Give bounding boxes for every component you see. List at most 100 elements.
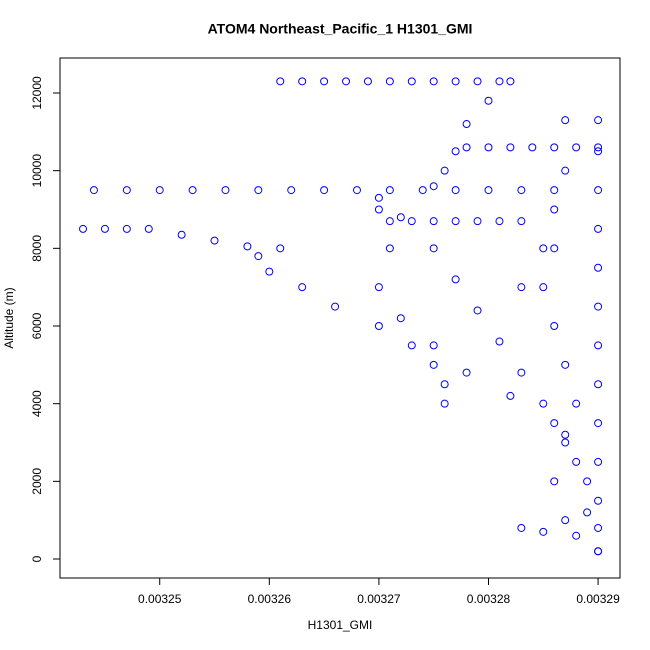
point (342, 77, 351, 86)
point (594, 186, 603, 195)
point (550, 143, 559, 152)
point (594, 496, 603, 505)
x-tick-label: 0.00328 (467, 592, 511, 606)
point (473, 217, 482, 226)
point (440, 166, 449, 175)
point (276, 244, 285, 253)
point (594, 341, 603, 350)
point (298, 283, 307, 292)
point (561, 516, 570, 525)
point (374, 322, 383, 330)
point (385, 77, 394, 86)
point (594, 547, 603, 556)
y-tick-label: 4000 (30, 390, 44, 417)
point (561, 438, 570, 447)
point (550, 244, 559, 253)
x-axis-label: H1301_GMI (308, 618, 373, 632)
point (594, 302, 603, 311)
point (550, 322, 559, 330)
y-tick-label: 2000 (30, 468, 44, 495)
point (594, 147, 603, 156)
point (287, 186, 296, 195)
point (561, 430, 570, 439)
point (407, 77, 416, 86)
point (495, 77, 504, 86)
point (122, 224, 131, 233)
point (440, 380, 449, 389)
point (396, 314, 405, 323)
point (363, 77, 372, 86)
point (517, 368, 526, 377)
point (517, 283, 526, 292)
point (517, 523, 526, 532)
y-tick-label: 10000 (30, 154, 44, 188)
point (473, 306, 482, 315)
point (254, 252, 263, 261)
point (298, 77, 307, 86)
point (331, 302, 340, 311)
point (451, 275, 460, 284)
point (418, 186, 427, 195)
point (517, 217, 526, 226)
point (594, 380, 603, 389)
y-tick-label: 6000 (30, 312, 44, 339)
point (396, 213, 405, 222)
point (539, 283, 548, 292)
point (385, 244, 394, 253)
point (429, 244, 438, 253)
point (594, 419, 603, 428)
point (352, 186, 361, 195)
point (429, 217, 438, 226)
point (539, 399, 548, 408)
point (440, 399, 449, 408)
point (572, 531, 581, 540)
point (495, 337, 504, 346)
point (451, 217, 460, 226)
point (561, 116, 570, 125)
point (177, 230, 186, 239)
point (374, 205, 383, 214)
point (451, 186, 460, 195)
point (462, 143, 471, 152)
point (594, 224, 603, 233)
point (550, 205, 559, 214)
x-tick-label: 0.00326 (248, 592, 292, 606)
point (407, 341, 416, 350)
x-tick-label: 0.00329 (576, 592, 620, 606)
point (484, 186, 493, 195)
point (506, 143, 515, 152)
point (429, 360, 438, 369)
point (550, 186, 559, 195)
point (210, 236, 219, 245)
point (594, 143, 603, 152)
y-tick-label: 8000 (30, 235, 44, 262)
point (594, 116, 603, 125)
point (254, 186, 263, 195)
point (320, 186, 329, 195)
point (374, 283, 383, 292)
point (429, 182, 438, 191)
point (320, 77, 329, 86)
point (122, 186, 131, 195)
y-tick-label: 0 (30, 555, 44, 562)
point (79, 224, 88, 233)
point (561, 166, 570, 175)
point (462, 120, 471, 129)
point (594, 523, 603, 532)
chart-title: ATOM4 Northeast_Pacific_1 H1301_GMI (208, 21, 473, 37)
point (528, 143, 537, 152)
y-tick-label: 12000 (30, 76, 44, 110)
point (572, 457, 581, 466)
point (572, 143, 581, 152)
point (506, 77, 515, 86)
point (243, 242, 252, 251)
point (429, 77, 438, 86)
x-tick-label: 0.00327 (357, 592, 401, 606)
point (374, 193, 383, 202)
point (276, 77, 285, 86)
plot-frame (59, 57, 621, 579)
point (583, 508, 592, 517)
point (484, 96, 493, 105)
